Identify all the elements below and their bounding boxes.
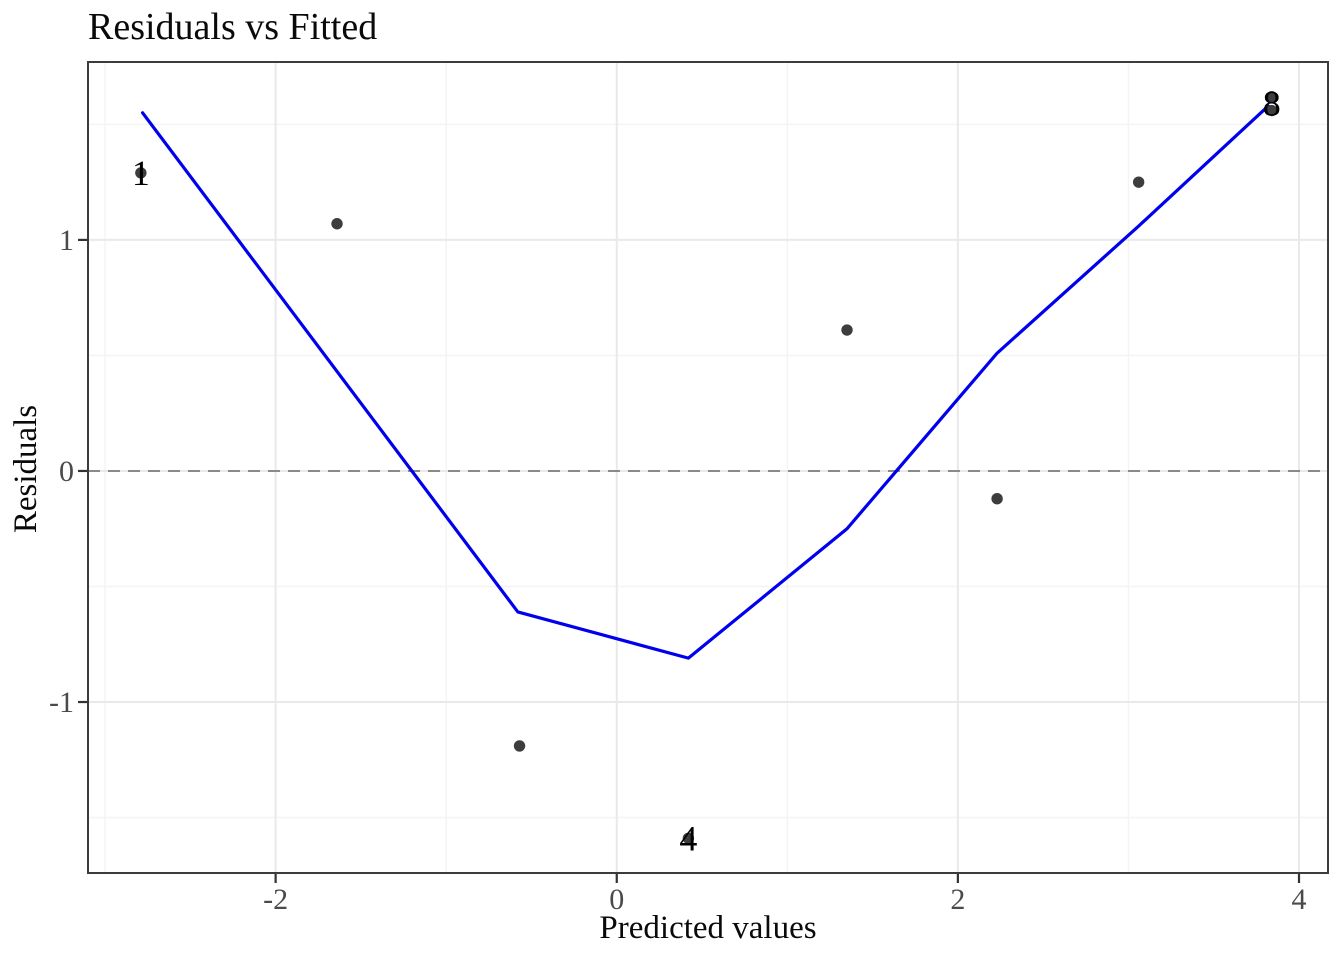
- data-point: [682, 832, 695, 845]
- data-point: [841, 324, 853, 336]
- x-axis-title: Predicted values: [599, 910, 817, 946]
- point-label: 1: [132, 153, 150, 193]
- y-tick-label: 1: [59, 224, 74, 257]
- y-tick-label: 0: [59, 455, 74, 488]
- x-tick-label: 2: [950, 883, 965, 916]
- data-point: [1132, 176, 1145, 188]
- data-point: [1266, 104, 1278, 117]
- data-point: [331, 218, 343, 230]
- point-label: 4: [679, 818, 697, 858]
- data-point: [991, 492, 1003, 505]
- data-point: [513, 740, 526, 752]
- data-point: [1266, 90, 1278, 103]
- x-tick-label: 0: [609, 883, 624, 916]
- y-axis-title: Residuals: [8, 404, 44, 534]
- smooth-line: [140, 104, 1270, 660]
- chart-title: Residuals vs Fitted: [88, 6, 378, 48]
- panel-border: [87, 61, 1329, 874]
- point-label: 8: [1263, 84, 1281, 124]
- panel-background: [88, 62, 1328, 873]
- data-point: [135, 167, 147, 179]
- x-tick-label: 4: [1292, 883, 1307, 916]
- y-tick-label: -1: [49, 686, 74, 719]
- x-tick-label: -2: [263, 883, 288, 916]
